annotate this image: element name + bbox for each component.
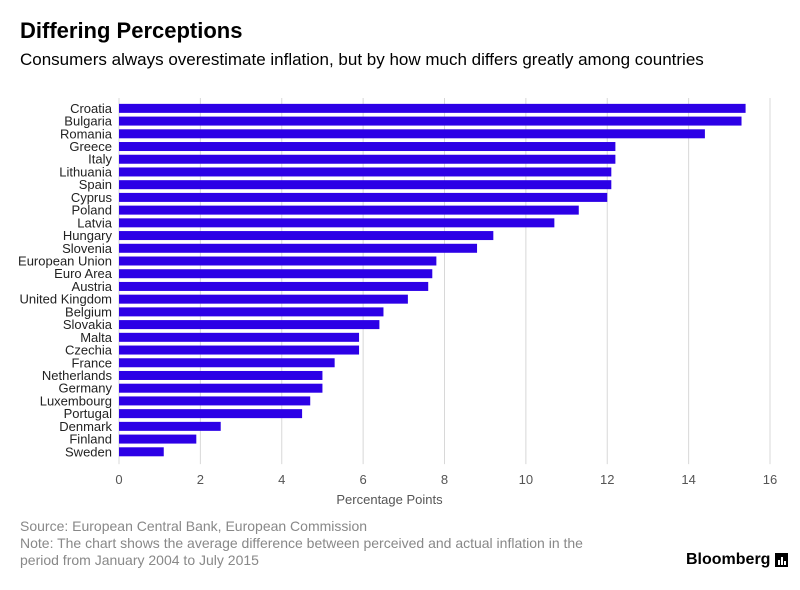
category-label: Germany xyxy=(59,381,113,396)
bar xyxy=(119,447,164,457)
category-label: Spain xyxy=(79,177,112,192)
bar xyxy=(119,231,494,241)
category-label: Austria xyxy=(72,279,113,294)
bar xyxy=(119,421,221,431)
note-text-line-2: period from January 2004 to July 2015 xyxy=(20,552,259,568)
source-text: Source: European Central Bank, European … xyxy=(20,518,368,534)
bar xyxy=(119,218,555,228)
bar xyxy=(119,205,579,215)
x-tick-label: 4 xyxy=(278,472,285,487)
footnotes: Source: European Central Bank, European … xyxy=(20,518,670,569)
category-label: Portugal xyxy=(64,406,113,421)
x-tick-label: 16 xyxy=(763,472,777,487)
x-tick-label: 6 xyxy=(360,472,367,487)
bar xyxy=(119,103,746,113)
x-tick-label: 10 xyxy=(519,472,533,487)
x-tick-label: 8 xyxy=(441,472,448,487)
bar xyxy=(119,370,323,380)
category-label: Italy xyxy=(88,152,112,167)
note-text-line-1: Note: The chart shows the average differ… xyxy=(20,535,583,551)
category-label: Latvia xyxy=(77,215,112,230)
category-label: Croatia xyxy=(70,101,113,116)
chart-title: Differing Perceptions xyxy=(20,18,243,43)
category-label: Romania xyxy=(60,126,113,141)
category-label: Finland xyxy=(69,432,112,447)
category-label: European Union xyxy=(18,254,112,269)
category-label: Czechia xyxy=(65,343,113,358)
bar xyxy=(119,294,408,304)
chart-subtitle: Consumers always overestimate inflation,… xyxy=(20,50,704,69)
x-tick-label: 0 xyxy=(115,472,122,487)
bar xyxy=(119,167,612,177)
x-tick-label: 14 xyxy=(681,472,695,487)
category-label: Poland xyxy=(72,203,112,218)
category-label: Hungary xyxy=(63,228,113,243)
category-label: France xyxy=(72,355,112,370)
category-label: Cyprus xyxy=(71,190,113,205)
bar xyxy=(119,154,616,164)
bar xyxy=(119,116,742,126)
category-label: Netherlands xyxy=(42,368,113,383)
category-label: Belgium xyxy=(65,304,112,319)
x-tick-label: 12 xyxy=(600,472,614,487)
category-label: Luxembourg xyxy=(40,393,112,408)
category-label: Malta xyxy=(80,330,113,345)
bloomberg-logo: Bloomberg xyxy=(686,551,789,569)
bar xyxy=(119,180,612,190)
bar xyxy=(119,383,323,393)
category-label: Sweden xyxy=(65,444,112,459)
category-label: United Kingdom xyxy=(20,292,113,307)
logo-text: Bloomberg xyxy=(686,551,771,568)
bar xyxy=(119,332,360,342)
bar xyxy=(119,256,437,266)
bar xyxy=(119,129,705,139)
x-axis-label: Percentage Points xyxy=(336,492,443,507)
bar xyxy=(119,409,303,419)
bar xyxy=(119,269,433,279)
bar xyxy=(119,192,608,202)
bar xyxy=(119,307,384,317)
bar xyxy=(119,396,311,406)
bar xyxy=(119,320,380,330)
bar xyxy=(119,243,478,253)
category-label: Lithuania xyxy=(59,164,113,179)
category-label: Slovenia xyxy=(62,241,113,256)
bar-chart: 0 2 4 6 8 10 12 14 16 CroatiaBulgariaRomaniaGreec… xyxy=(18,98,777,507)
category-label: Bulgaria xyxy=(64,114,112,129)
category-label: Denmark xyxy=(59,419,112,434)
category-label: Greece xyxy=(69,139,112,154)
bar xyxy=(119,281,429,291)
bar xyxy=(119,358,335,368)
category-label: Slovakia xyxy=(63,317,113,332)
bar xyxy=(119,345,360,355)
bar xyxy=(119,434,197,444)
bar-chart-icon xyxy=(775,553,789,567)
bar xyxy=(119,142,616,152)
category-label: Euro Area xyxy=(54,266,113,281)
x-tick-label: 2 xyxy=(197,472,204,487)
